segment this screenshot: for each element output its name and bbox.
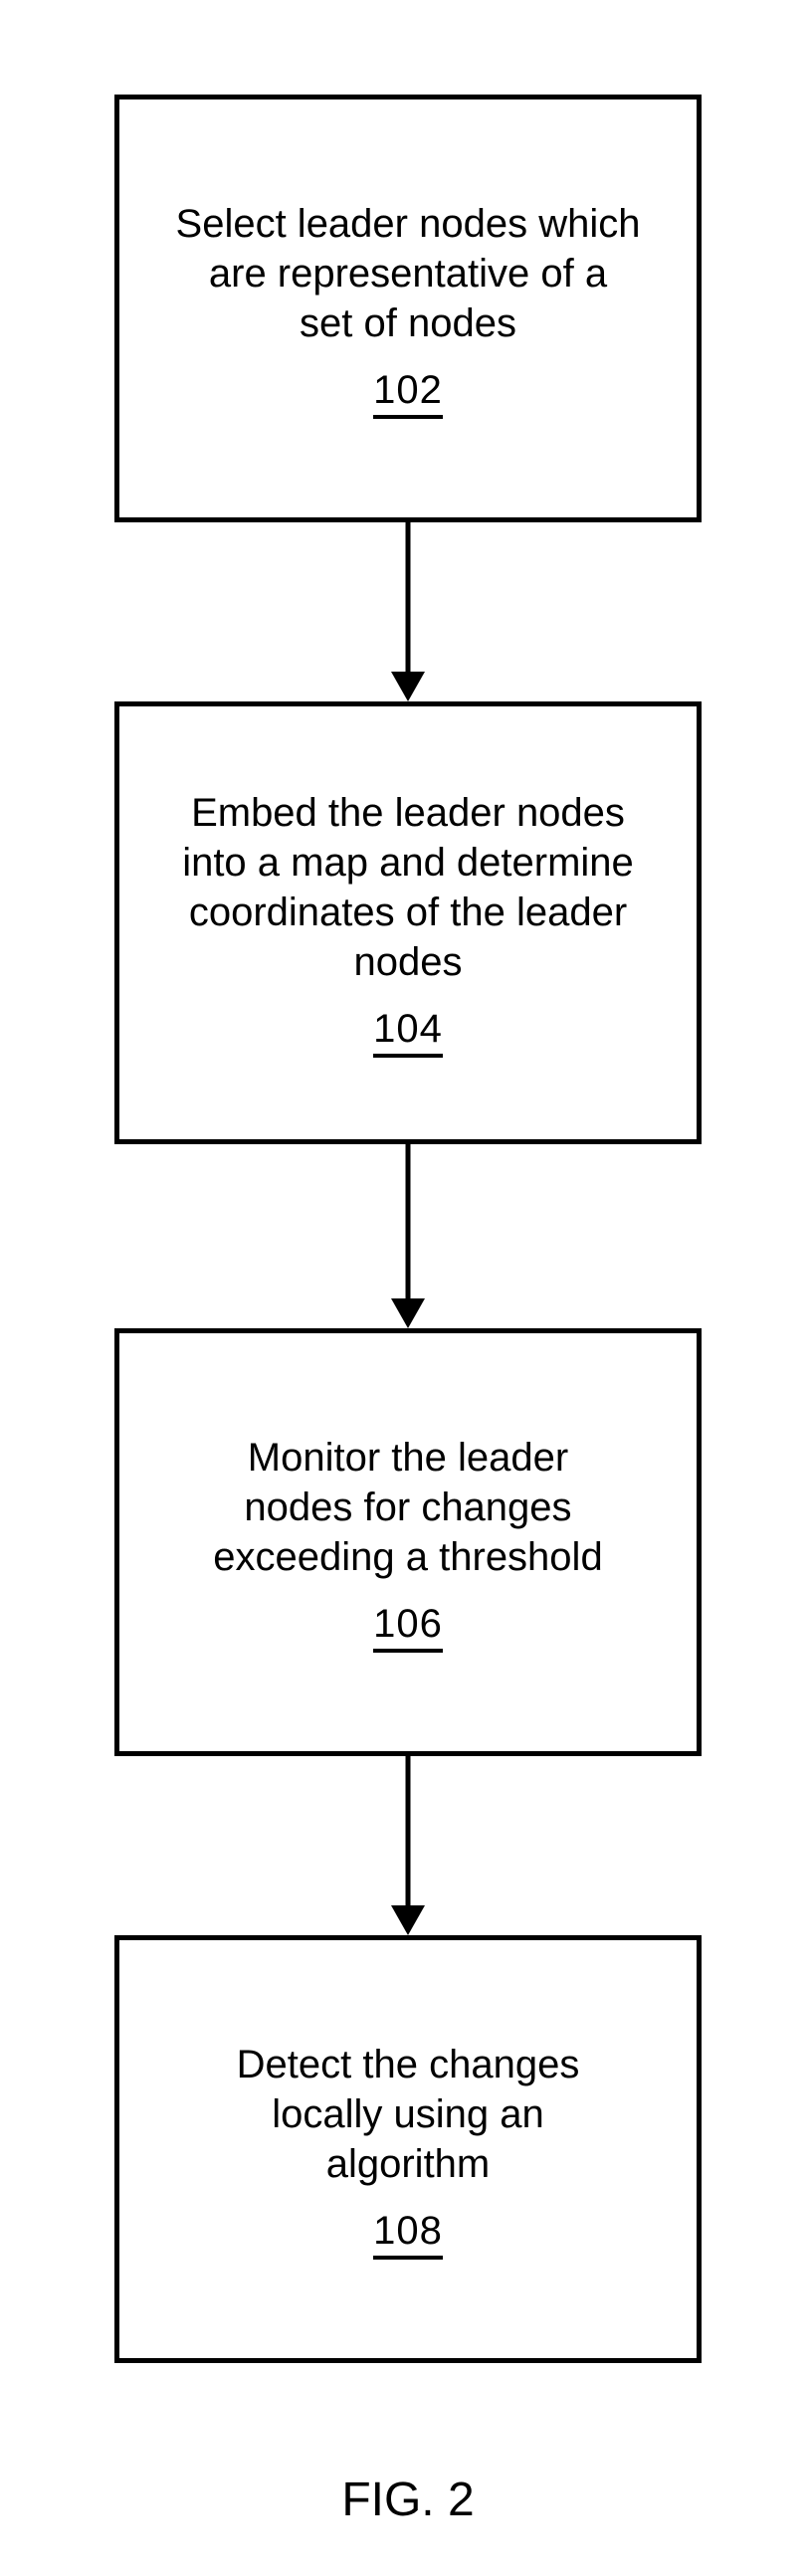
flowchart-node-104-ref: 104: [373, 1007, 443, 1058]
flowchart-arrow-n104-n106: [391, 1144, 425, 1328]
flowchart-node-108-text: Detect the changes locally using an algo…: [237, 2040, 580, 2189]
flowchart-node-106-ref: 106: [373, 1602, 443, 1653]
flowchart-arrow-n102-n104: [391, 522, 425, 701]
flowchart-arrow-n106-n108: [391, 1756, 425, 1935]
flowchart-node-106-text: Monitor the leader nodes for changes exc…: [213, 1433, 602, 1582]
flowchart-node-102: Select leader nodes which are representa…: [114, 95, 702, 522]
flowchart-node-108: Detect the changes locally using an algo…: [114, 1935, 702, 2363]
flowchart-canvas: Select leader nodes which are representa…: [0, 0, 810, 2576]
flowchart-node-104-text: Embed the leader nodes into a map and de…: [182, 788, 634, 987]
flowchart-node-104: Embed the leader nodes into a map and de…: [114, 701, 702, 1144]
flowchart-node-102-ref: 102: [373, 368, 443, 419]
figure-caption: FIG. 2: [328, 2473, 488, 2527]
flowchart-node-106: Monitor the leader nodes for changes exc…: [114, 1328, 702, 1756]
flowchart-node-102-text: Select leader nodes which are representa…: [176, 199, 641, 348]
flowchart-node-108-ref: 108: [373, 2209, 443, 2260]
